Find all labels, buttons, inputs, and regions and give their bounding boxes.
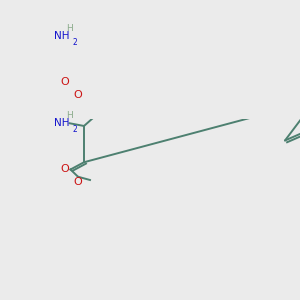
Text: H: H	[66, 24, 73, 33]
Text: O: O	[74, 177, 82, 187]
Text: O: O	[60, 164, 69, 175]
Text: 2: 2	[72, 38, 77, 47]
Text: H: H	[66, 111, 73, 120]
Text: O: O	[60, 77, 69, 88]
Text: O: O	[74, 90, 82, 100]
Text: NH: NH	[53, 31, 69, 41]
Text: NH: NH	[53, 118, 69, 128]
Text: 2: 2	[72, 125, 77, 134]
